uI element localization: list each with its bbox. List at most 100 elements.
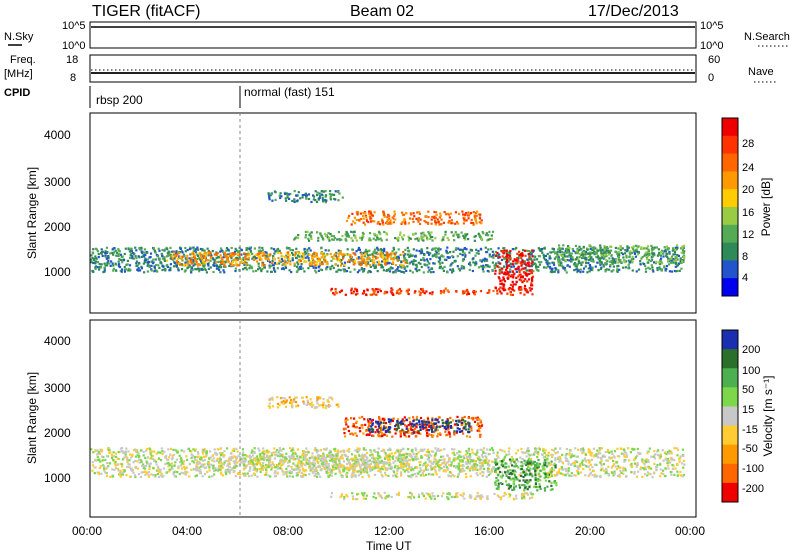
velocity-cell xyxy=(515,470,518,473)
power-cell xyxy=(619,260,622,264)
velocity-cell xyxy=(219,447,222,450)
power-cell xyxy=(591,246,594,249)
power-cell xyxy=(316,255,319,259)
power-cell xyxy=(444,287,447,290)
power-cell xyxy=(414,232,417,235)
velocity-cell xyxy=(357,470,360,473)
power-cell xyxy=(343,261,347,264)
power-cell xyxy=(377,238,380,241)
power-cell xyxy=(434,223,437,226)
power-cell xyxy=(443,289,446,292)
velocity-cell xyxy=(467,447,470,450)
power-cell xyxy=(593,250,596,253)
power-cell xyxy=(203,251,207,254)
power-cell xyxy=(205,258,208,262)
power-cell xyxy=(371,214,374,217)
power-cell xyxy=(271,259,274,262)
velocity-cell xyxy=(417,457,420,460)
velocity-cell xyxy=(364,467,367,470)
power-cell xyxy=(619,248,622,251)
power-cell xyxy=(301,194,304,197)
power-cell xyxy=(324,194,328,197)
velocity-cell xyxy=(547,463,550,466)
velocity-cell xyxy=(646,450,649,453)
power-cell xyxy=(94,266,97,269)
power-cell xyxy=(215,253,218,256)
power-cell xyxy=(576,247,579,250)
power-cell xyxy=(264,251,267,254)
power-cell xyxy=(333,257,336,260)
velocity-cell xyxy=(507,450,510,453)
velocity-cell xyxy=(100,450,103,453)
velocity-cell xyxy=(195,474,198,477)
power-cell xyxy=(177,262,180,265)
power-cell xyxy=(236,252,239,255)
power-cell xyxy=(520,279,523,282)
power-cell xyxy=(150,264,153,267)
power-cell xyxy=(220,260,223,263)
velocity-cell xyxy=(276,467,279,470)
power-cell xyxy=(595,251,598,254)
power-cell xyxy=(425,258,429,261)
power-cell xyxy=(562,244,565,247)
power-cell xyxy=(315,261,318,264)
power-cell xyxy=(224,253,227,256)
power-cell xyxy=(132,257,135,260)
power-cell xyxy=(250,265,253,268)
velocity-cell xyxy=(188,475,191,478)
velocity-cell xyxy=(348,462,351,465)
velocity-cell xyxy=(213,473,216,476)
velocity-cell xyxy=(538,448,542,451)
power-cell xyxy=(285,251,288,254)
velocity-cell xyxy=(679,455,682,458)
power-cell xyxy=(602,263,605,266)
nsky-label: N.Sky xyxy=(4,31,34,43)
velocity-cell xyxy=(417,451,420,454)
power-cell xyxy=(494,262,498,265)
power-cell xyxy=(568,265,571,268)
power-cell xyxy=(451,222,454,225)
velocity-cell xyxy=(235,458,238,461)
power-cell xyxy=(463,213,467,216)
power-cell xyxy=(640,246,643,249)
power-cell xyxy=(594,247,597,250)
power-cell xyxy=(271,262,274,265)
velocity-cell xyxy=(327,474,330,477)
power-cell xyxy=(614,250,617,253)
power-cell xyxy=(646,258,649,261)
power-cell xyxy=(438,256,441,259)
power-cell xyxy=(166,265,169,269)
power-cell xyxy=(357,211,360,214)
power-cell xyxy=(420,249,424,252)
velocity-cell xyxy=(520,447,523,450)
velocity-cell xyxy=(173,474,176,478)
power-cell xyxy=(351,259,354,262)
power-cell xyxy=(161,264,164,267)
power-cell xyxy=(324,249,327,252)
power-cell xyxy=(541,247,544,251)
freq-strip: Freq. [MHz] 18 8 60 0 Nave xyxy=(4,54,778,84)
velocity-cell xyxy=(488,470,491,473)
velocity-cell xyxy=(183,450,186,453)
velocity-cell xyxy=(675,447,678,450)
power-cell xyxy=(355,257,359,260)
velocity-cell xyxy=(582,447,585,450)
power-cell xyxy=(553,270,556,273)
velocity-cell xyxy=(345,473,348,476)
power-cell xyxy=(483,257,486,260)
velocity-cell xyxy=(593,455,596,458)
power-cell xyxy=(540,261,543,264)
power-cell xyxy=(286,259,290,262)
velocity-cell xyxy=(656,463,659,467)
power-ytick-3000: 3000 xyxy=(44,175,71,189)
power-cell xyxy=(252,255,255,259)
power-cell xyxy=(651,269,654,272)
power-cell xyxy=(523,284,527,287)
power-cell xyxy=(297,263,300,266)
power-cell xyxy=(458,212,461,215)
power-cell xyxy=(192,261,195,264)
velocity-cell xyxy=(184,473,187,476)
power-cell xyxy=(566,255,569,258)
velocity-cell xyxy=(119,473,122,476)
date-label: 17/Dec/2013 xyxy=(588,3,679,20)
